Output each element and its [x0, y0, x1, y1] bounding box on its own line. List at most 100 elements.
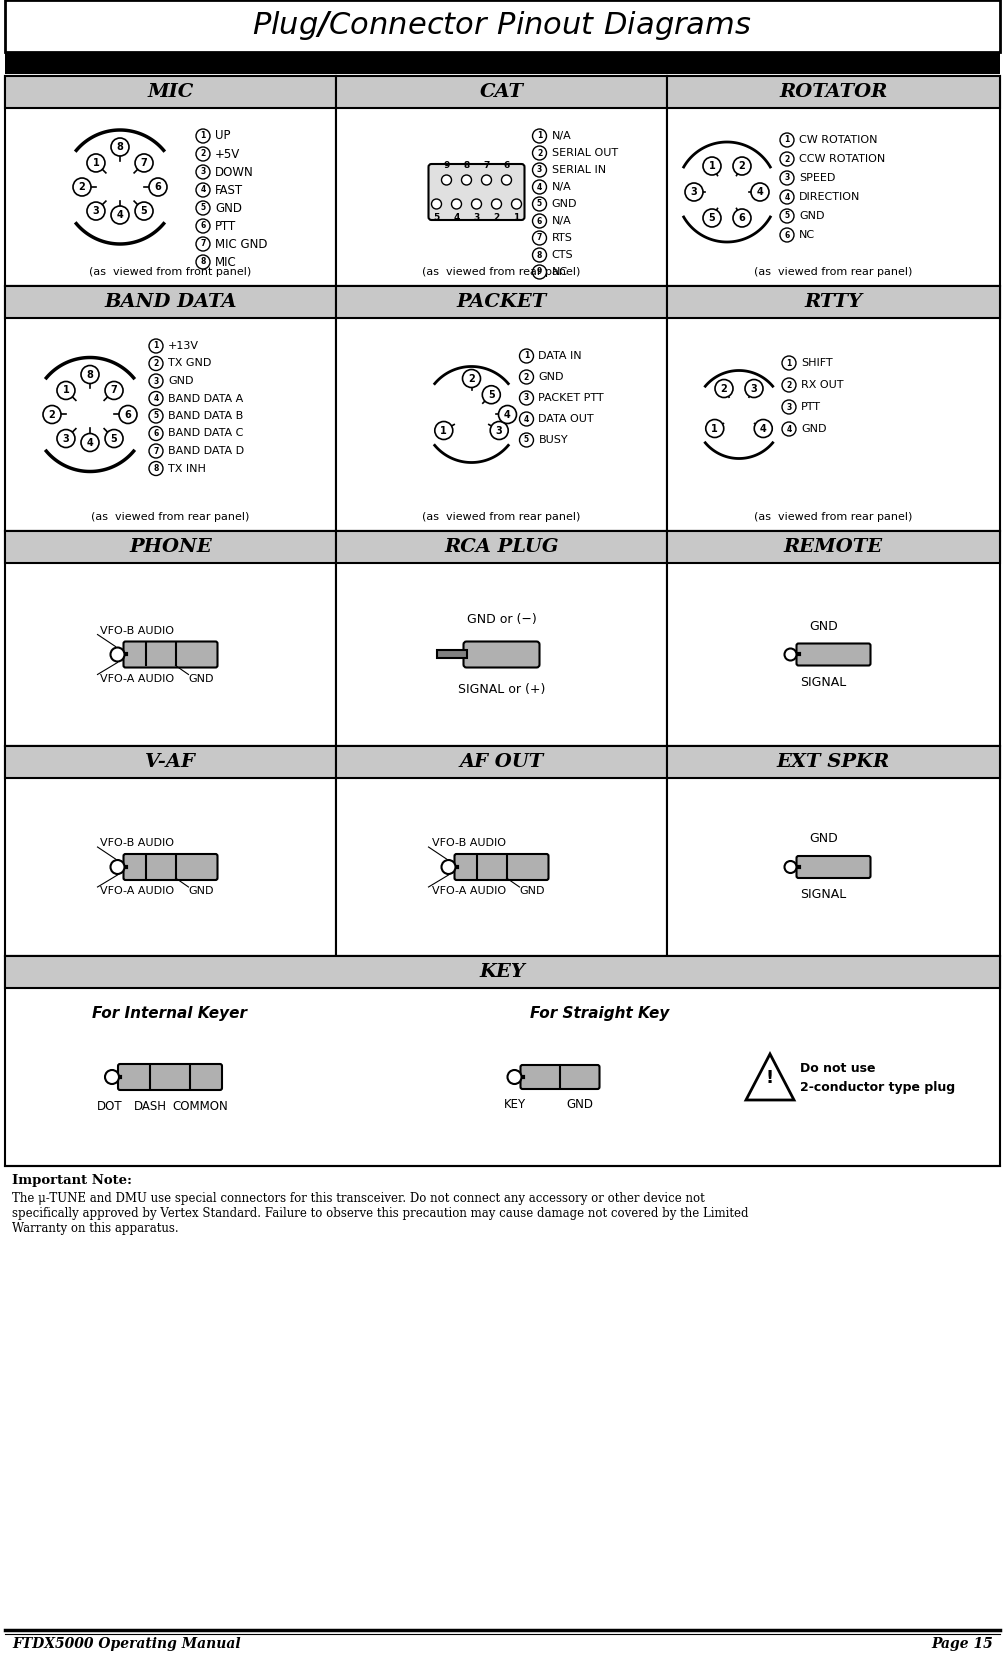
- Text: 7: 7: [154, 446, 159, 456]
- Text: 4: 4: [537, 183, 542, 191]
- Text: 6: 6: [155, 183, 162, 193]
- FancyBboxPatch shape: [797, 856, 870, 878]
- Bar: [336, 75, 667, 107]
- Bar: [5, 746, 336, 778]
- Circle shape: [704, 210, 721, 226]
- Bar: [336, 746, 667, 955]
- Circle shape: [106, 382, 123, 399]
- Text: 9: 9: [443, 161, 449, 171]
- Text: 3: 3: [524, 394, 529, 402]
- Text: MIC: MIC: [148, 84, 194, 101]
- Circle shape: [780, 153, 794, 166]
- Circle shape: [704, 158, 721, 174]
- Circle shape: [780, 228, 794, 241]
- Circle shape: [196, 220, 210, 233]
- Text: NC: NC: [799, 230, 815, 240]
- Text: 7: 7: [537, 233, 542, 243]
- Text: 6: 6: [200, 221, 206, 231]
- Circle shape: [111, 206, 129, 225]
- Text: VFO-B AUDIO: VFO-B AUDIO: [100, 625, 175, 635]
- Text: GND or (−): GND or (−): [466, 613, 537, 627]
- Text: 1: 1: [524, 352, 529, 360]
- Text: 2: 2: [493, 213, 499, 223]
- Text: 2: 2: [154, 359, 159, 369]
- Bar: [667, 75, 1000, 287]
- Text: UP: UP: [215, 129, 230, 142]
- Text: 1: 1: [786, 359, 792, 367]
- Text: SERIAL OUT: SERIAL OUT: [552, 147, 618, 158]
- Text: 3: 3: [784, 174, 790, 183]
- Circle shape: [520, 391, 534, 406]
- Text: 3: 3: [473, 213, 479, 223]
- Circle shape: [780, 210, 794, 223]
- Text: V-AF: V-AF: [145, 753, 196, 771]
- Text: CW ROTATION: CW ROTATION: [799, 136, 877, 146]
- Circle shape: [785, 861, 797, 873]
- Text: 4: 4: [86, 437, 93, 447]
- Text: 1: 1: [440, 426, 447, 436]
- Text: RTS: RTS: [552, 233, 573, 243]
- Text: 1: 1: [154, 342, 159, 350]
- Text: 3: 3: [495, 426, 502, 436]
- Text: MIC GND: MIC GND: [215, 238, 267, 250]
- Circle shape: [435, 421, 453, 439]
- Circle shape: [501, 174, 512, 184]
- Text: 4: 4: [786, 424, 792, 434]
- Text: GND: GND: [539, 372, 564, 382]
- FancyBboxPatch shape: [428, 164, 525, 220]
- Text: +5V: +5V: [215, 147, 240, 161]
- Text: CCW ROTATION: CCW ROTATION: [799, 154, 885, 164]
- Text: 5: 5: [487, 391, 494, 399]
- Circle shape: [733, 210, 751, 226]
- Circle shape: [149, 426, 163, 441]
- Text: KEY: KEY: [504, 1098, 526, 1111]
- Bar: [667, 75, 1000, 107]
- FancyBboxPatch shape: [124, 855, 217, 880]
- Circle shape: [441, 174, 451, 184]
- Circle shape: [685, 183, 704, 201]
- Bar: [667, 746, 1000, 955]
- Text: TX INH: TX INH: [168, 464, 206, 474]
- Text: DIRECTION: DIRECTION: [799, 193, 860, 203]
- Text: (as  viewed from rear panel): (as viewed from rear panel): [755, 511, 913, 521]
- FancyBboxPatch shape: [521, 1064, 600, 1089]
- Text: 4: 4: [757, 188, 764, 198]
- Circle shape: [508, 1069, 522, 1084]
- Circle shape: [780, 132, 794, 147]
- Text: DATA OUT: DATA OUT: [539, 414, 594, 424]
- Polygon shape: [746, 1054, 794, 1099]
- Text: $\mathit{Plug}$/$\mathit{Connector}$ $\mathit{Pinout}$ $\mathit{Diagrams}$: $\mathit{Plug}$/$\mathit{Connector}$ $\m…: [252, 10, 752, 42]
- FancyBboxPatch shape: [124, 642, 217, 667]
- Text: (as  viewed from rear panel): (as viewed from rear panel): [422, 266, 581, 277]
- Text: FTDX5000 Operating Manual: FTDX5000 Operating Manual: [12, 1637, 240, 1651]
- Circle shape: [149, 392, 163, 406]
- Text: 7: 7: [200, 240, 206, 248]
- Text: 5: 5: [709, 213, 716, 223]
- Circle shape: [196, 164, 210, 179]
- Text: 6: 6: [784, 231, 790, 240]
- Circle shape: [533, 179, 547, 194]
- Text: PTT: PTT: [801, 402, 821, 412]
- FancyBboxPatch shape: [454, 855, 549, 880]
- Text: VFO-B AUDIO: VFO-B AUDIO: [431, 838, 506, 848]
- Bar: [336, 531, 667, 563]
- Text: GND: GND: [799, 211, 824, 221]
- Bar: [5, 531, 336, 746]
- Circle shape: [520, 432, 534, 447]
- Circle shape: [196, 236, 210, 251]
- Circle shape: [782, 379, 796, 392]
- Text: !: !: [766, 1069, 774, 1088]
- Bar: [336, 531, 667, 746]
- Circle shape: [196, 147, 210, 161]
- Text: 6: 6: [125, 409, 132, 419]
- Text: 3: 3: [537, 166, 542, 174]
- Circle shape: [149, 444, 163, 458]
- Bar: [5, 746, 336, 955]
- Text: 1: 1: [712, 424, 719, 434]
- Text: 7: 7: [141, 158, 148, 168]
- Text: SERIAL IN: SERIAL IN: [552, 164, 606, 174]
- Text: 3: 3: [200, 168, 206, 176]
- Text: 8: 8: [537, 250, 542, 260]
- Text: VFO-A AUDIO: VFO-A AUDIO: [100, 887, 175, 897]
- Bar: [436, 650, 466, 659]
